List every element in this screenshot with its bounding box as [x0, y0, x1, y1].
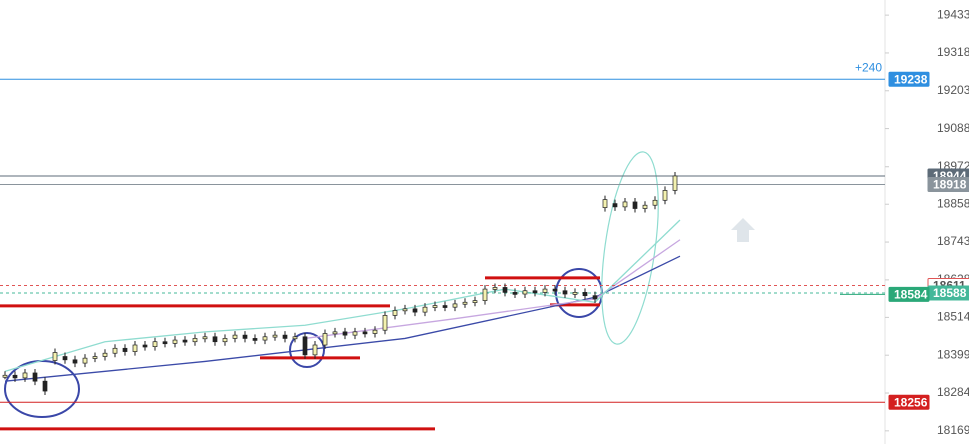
ellipse: [4, 360, 80, 418]
candle: [32, 372, 38, 382]
candle: [222, 338, 228, 343]
candle: [542, 288, 548, 293]
candle: [552, 288, 558, 292]
y-tick-label: 18514: [937, 310, 969, 324]
price-change-note: +240: [855, 60, 882, 74]
price-tag: [888, 394, 930, 410]
price-tag: [927, 177, 969, 193]
candle: [522, 290, 528, 295]
candle: [92, 356, 98, 359]
candle: [562, 290, 568, 295]
candle: [352, 331, 358, 336]
candle: [492, 287, 498, 290]
candle: [252, 338, 258, 341]
y-tick-label: 19203: [937, 83, 969, 97]
price-tag-label: 18256: [894, 395, 928, 409]
y-tick-label: 19318: [937, 45, 969, 59]
price-tag-label: 18588: [933, 286, 967, 300]
candle: [382, 315, 388, 331]
candle: [42, 380, 48, 392]
candle: [102, 352, 108, 357]
candle: [302, 336, 308, 356]
price-tag-label: 18584: [894, 288, 928, 302]
candle: [132, 344, 138, 352]
moving-average: [4, 219, 681, 372]
candle: [112, 347, 118, 354]
candle: [312, 344, 318, 356]
up-arrow-icon: [731, 218, 755, 242]
ellipse: [601, 151, 659, 345]
candle: [212, 336, 218, 343]
moving-average: [4, 255, 681, 382]
candle: [412, 308, 418, 313]
y-tick-label: 18284: [937, 385, 969, 399]
candle: [652, 199, 658, 206]
candle: [602, 199, 608, 208]
candle: [242, 334, 248, 339]
y-tick-label: 18743: [937, 234, 969, 248]
candle: [642, 204, 648, 209]
candle: [372, 329, 378, 334]
candle: [172, 339, 178, 344]
candle: [592, 295, 598, 300]
price-tag: [888, 71, 930, 87]
candle: [262, 336, 268, 341]
candle: [672, 175, 678, 191]
candle: [662, 190, 668, 201]
candle: [232, 334, 238, 339]
y-tick-label: 18399: [937, 347, 969, 361]
candle: [362, 331, 368, 335]
candle: [332, 331, 338, 335]
candle: [12, 374, 18, 379]
candle: [472, 300, 478, 303]
candle: [322, 333, 328, 346]
candle: [632, 201, 638, 209]
candle: [142, 344, 148, 348]
candle: [582, 292, 588, 297]
candle: [452, 303, 458, 308]
candle: [152, 341, 158, 347]
price-tag-label: 18918: [933, 178, 967, 192]
candle: [342, 331, 348, 336]
price-axis-bg: [885, 0, 969, 444]
candle: [22, 372, 28, 379]
candle: [292, 336, 298, 340]
candle: [282, 334, 288, 339]
y-tick-label: 18858: [937, 196, 969, 210]
candle: [572, 292, 578, 295]
candle: [462, 301, 468, 305]
candle: [272, 334, 278, 338]
price-tag-label: 19238: [894, 72, 928, 86]
candle: [122, 347, 128, 352]
y-tick-label: 19088: [937, 121, 969, 135]
moving-average: [304, 239, 681, 340]
candle: [512, 292, 518, 295]
candle: [62, 356, 68, 361]
candle: [192, 338, 198, 343]
candle: [392, 310, 398, 316]
candle: [442, 305, 448, 308]
ellipse: [289, 332, 325, 368]
candle: [622, 201, 628, 208]
candle: [82, 357, 88, 364]
candle: [182, 339, 188, 343]
annotations: [4, 151, 755, 418]
candle: [162, 341, 168, 345]
candle: [402, 308, 408, 312]
candle: [432, 305, 438, 308]
candle: [52, 352, 58, 361]
candle: [502, 287, 508, 293]
candle: [612, 203, 618, 208]
candle: [422, 306, 428, 313]
candle: [72, 359, 78, 364]
y-tick-label: 19433: [937, 7, 969, 21]
candle: [532, 290, 538, 294]
candle: [202, 336, 208, 340]
y-tick-label: 18169: [937, 423, 969, 437]
price-tag: [888, 286, 930, 302]
candle: [2, 374, 8, 378]
candle: [482, 288, 488, 301]
